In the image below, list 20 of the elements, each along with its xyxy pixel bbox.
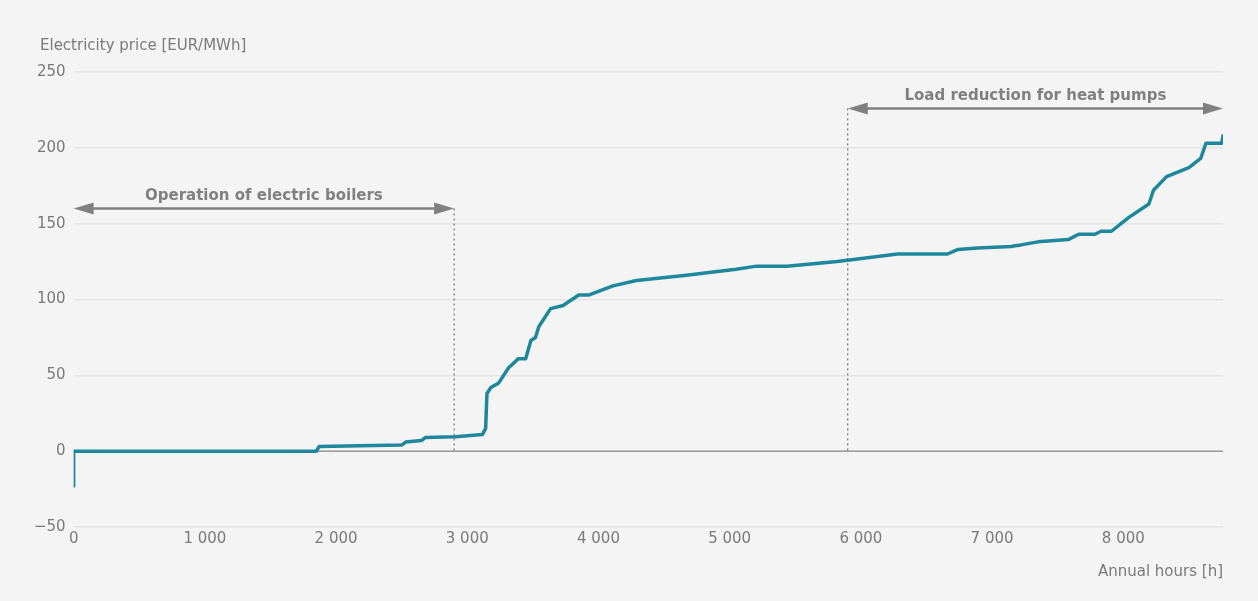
x-tick-label: 0 xyxy=(68,528,79,547)
x-tick-label: 5 000 xyxy=(708,528,752,547)
x-axis-title: Annual hours [h] xyxy=(1097,561,1223,580)
y-tick-label: 150 xyxy=(37,213,66,232)
y-tick-label: 100 xyxy=(37,289,66,308)
y-tick-label: 250 xyxy=(37,61,66,80)
annotation: Load reduction for heat pumps xyxy=(904,85,1167,104)
annotation: Operation of electric boilers xyxy=(145,185,383,204)
y-tick-label: −50 xyxy=(34,516,66,535)
x-tick-label: 6 000 xyxy=(839,528,883,547)
x-tick-label: 7 000 xyxy=(970,528,1014,547)
y-tick-label: 200 xyxy=(37,137,66,156)
x-tick-label: 2 000 xyxy=(314,528,358,547)
x-tick-label: 4 000 xyxy=(576,528,620,547)
y-tick-label: 0 xyxy=(56,441,66,460)
x-tick-label: 1 000 xyxy=(183,528,227,547)
y-axis-title: Electricity price [EUR/MWh] xyxy=(40,35,247,54)
y-tick-label: 50 xyxy=(46,365,66,384)
x-tick-label: 3 000 xyxy=(445,528,489,547)
x-tick-label: 8 000 xyxy=(1101,528,1145,547)
